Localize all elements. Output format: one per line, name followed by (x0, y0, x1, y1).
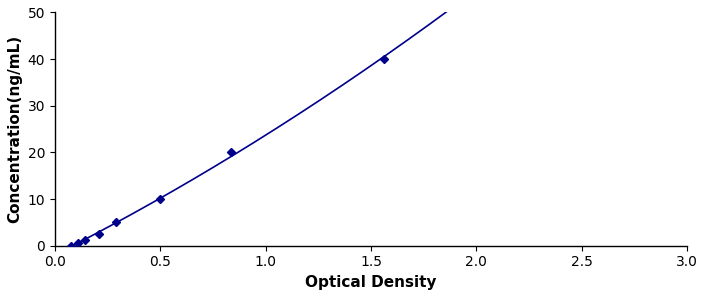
X-axis label: Optical Density: Optical Density (305, 275, 436, 290)
Y-axis label: Concentration(ng/mL): Concentration(ng/mL) (7, 35, 22, 223)
